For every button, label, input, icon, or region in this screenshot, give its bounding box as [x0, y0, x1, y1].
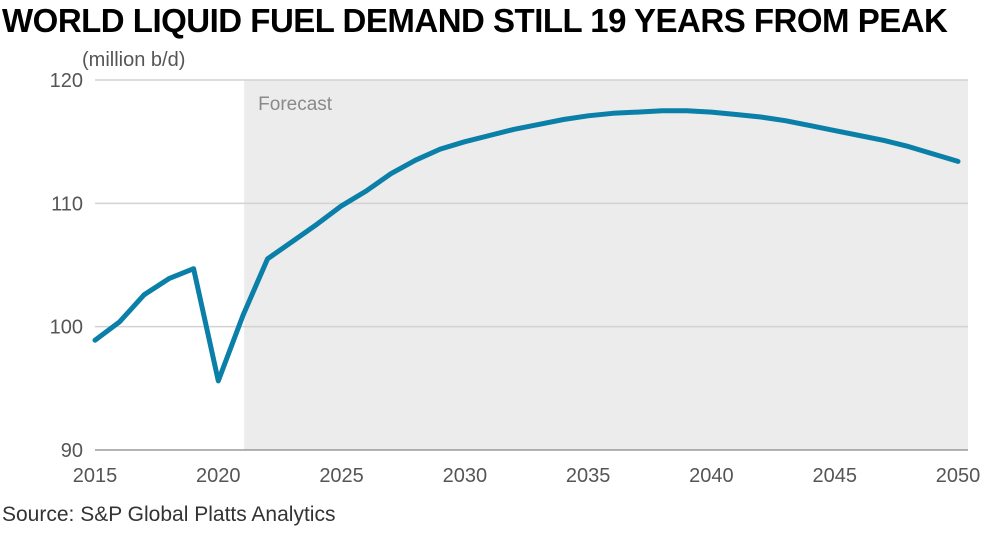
forecast-label: Forecast: [258, 94, 333, 115]
x-tick-label: 2030: [443, 465, 488, 487]
y-tick-label: 90: [61, 440, 83, 462]
series-line: [92, 108, 961, 384]
data-point: [636, 111, 638, 113]
x-tick-label: 2015: [73, 465, 118, 487]
data-point: [119, 321, 121, 323]
gridlines: [95, 79, 968, 451]
data-point: [168, 278, 170, 280]
chart-title: WORLD LIQUID FUEL DEMAND STILL 19 YEARS …: [2, 2, 948, 39]
x-tick-label: 2040: [689, 465, 734, 487]
unit-label: (million b/d): [82, 49, 185, 71]
data-point: [661, 110, 663, 112]
source-note: Source: S&P Global Platts Analytics: [2, 503, 336, 526]
data-point: [143, 294, 145, 296]
data-point: [612, 112, 614, 114]
line-chart: Forecast 90 100 110 120 2015 2020 2025 2030 203…: [50, 49, 981, 487]
data-point: [439, 148, 441, 150]
data-point: [513, 128, 515, 130]
x-tick-label: 2020: [196, 465, 241, 487]
data-point: [735, 114, 737, 116]
data-point: [932, 153, 934, 155]
data-point: [957, 160, 959, 162]
data-point: [686, 110, 688, 112]
x-axis-ticks: 2015 2020 2025 2030 2035 2040 2045 2050: [73, 465, 981, 487]
data-point: [489, 135, 491, 136]
data-point: [858, 135, 860, 136]
data-point: [538, 123, 540, 125]
forecast-region: [244, 80, 968, 450]
data-point: [464, 141, 466, 143]
x-tick-label: 2045: [812, 465, 857, 487]
data-point: [217, 380, 219, 382]
x-tick-label: 2035: [566, 465, 611, 487]
data-point: [710, 111, 712, 113]
data-point: [415, 159, 417, 161]
data-point: [784, 120, 786, 122]
data-point: [562, 118, 564, 120]
data-point: [365, 190, 367, 192]
x-tick-label: 2025: [319, 465, 364, 487]
data-point: [341, 205, 343, 207]
data-point: [390, 173, 392, 175]
data-point: [94, 339, 96, 341]
x-tick-label: 2050: [936, 465, 981, 487]
data-point: [242, 315, 244, 317]
y-axis-ticks: 90 100 110 120: [50, 70, 83, 462]
y-tick-label: 120: [50, 70, 83, 92]
data-point: [587, 115, 589, 117]
y-tick-label: 110: [51, 193, 83, 215]
series-group: [92, 108, 961, 384]
data-point: [267, 258, 269, 260]
data-point: [316, 223, 318, 225]
y-tick-label: 100: [50, 317, 83, 339]
data-point: [908, 146, 910, 148]
data-point: [809, 125, 811, 127]
data-point: [834, 130, 836, 132]
data-point: [291, 241, 293, 243]
data-point: [883, 139, 885, 141]
data-point: [760, 116, 762, 118]
data-point: [193, 268, 195, 270]
